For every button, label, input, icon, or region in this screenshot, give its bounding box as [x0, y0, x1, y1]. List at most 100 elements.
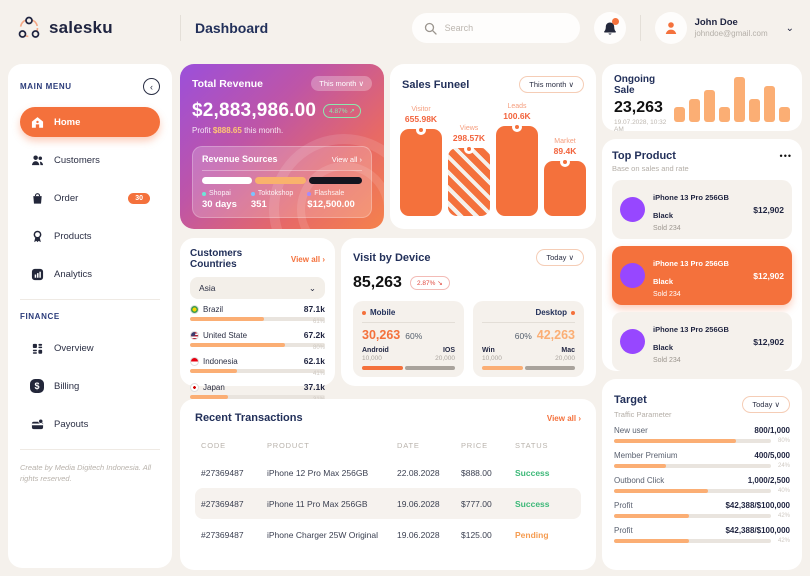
- sidebar-item-label: Products: [54, 230, 92, 242]
- sidebar-item-analytics[interactable]: Analytics: [20, 259, 160, 289]
- customers-icon: [30, 154, 44, 167]
- sidebar-collapse-button[interactable]: ‹: [143, 78, 160, 95]
- progress-track: [614, 489, 771, 493]
- mobile-split-bar: [362, 366, 455, 370]
- sales-funnel-title: Sales Funeel: [402, 78, 470, 91]
- customers-countries-card: Customers Countries View all › Asia ⌄ Br…: [180, 238, 335, 403]
- revenue-sources-view-all-link[interactable]: View all ›: [331, 154, 362, 164]
- chevron-down-icon: ∨: [568, 80, 575, 89]
- search-input[interactable]: [444, 23, 555, 33]
- region-dropdown[interactable]: Asia ⌄: [190, 277, 325, 299]
- sidebar-item-label: Order: [54, 192, 79, 204]
- country-row-united-state: United State 67.2k 80%: [190, 330, 325, 351]
- total-revenue-card: Total Revenue This month ∨ $2,883,986.00…: [180, 64, 384, 229]
- logo-text: salesku: [49, 18, 113, 37]
- status-badge: Success: [515, 498, 550, 509]
- device-change-badge: 2.87% ↘: [409, 276, 450, 290]
- target-card: Target Traffic Parameter Today ∨ New use…: [602, 379, 802, 570]
- table-row[interactable]: #27369487 iPhone 12 Pro Max 256GB 22.08.…: [195, 457, 581, 488]
- sidebar-item-order[interactable]: Order 30: [20, 183, 160, 213]
- country-percent: 41%: [312, 371, 325, 377]
- visit-by-device-title: Visit by Device: [353, 251, 431, 264]
- total-revenue-amount: $2,883,986.00: [192, 100, 317, 121]
- progress-fill: [190, 369, 238, 373]
- table-row[interactable]: #27369487 iPhone 11 Pro Max 256GB 19.06.…: [195, 488, 581, 519]
- sidebar-item-overview[interactable]: Overview: [20, 333, 160, 363]
- finance-label: FINANCE: [20, 312, 60, 321]
- progress-fill: [614, 514, 690, 518]
- sidebar-item-products[interactable]: Products: [20, 221, 160, 251]
- logo[interactable]: salesku: [16, 15, 166, 41]
- ongoing-sale-card: Ongoing Sale 23,263 19.07.2028, 10:32 AM: [602, 64, 802, 133]
- us-flag-icon: [190, 330, 199, 340]
- top-product-card: Top Product ••• Base on sales and rate i…: [602, 139, 802, 437]
- legend-dot: [202, 191, 206, 196]
- search-bar[interactable]: [411, 13, 580, 43]
- chevron-down-icon: ⌄: [308, 282, 316, 293]
- progress-fill: [614, 489, 709, 493]
- transactions-view-all-link[interactable]: View all ›: [546, 413, 581, 423]
- product-list-item-selected[interactable]: iPhone 13 Pro 256GB Black Sold 234 $12,90…: [612, 246, 792, 305]
- user-name: John Doe: [694, 17, 738, 29]
- user-icon: [665, 22, 676, 34]
- country-percent: 61%: [312, 319, 325, 325]
- funnel-period-dropdown[interactable]: This month ∨: [519, 76, 584, 93]
- table-row[interactable]: #27369487 iPhone Charger 25W Original 19…: [195, 519, 581, 550]
- bell-icon: [603, 22, 616, 35]
- product-avatar: [620, 329, 645, 354]
- revenue-change-badge: 4.87% ↗: [323, 104, 361, 118]
- progress-track: [614, 439, 771, 443]
- topbar-divider: [639, 15, 641, 41]
- countries-view-all-link[interactable]: View all ›: [290, 254, 325, 264]
- sidebar-item-customers[interactable]: Customers: [20, 145, 160, 175]
- desktop-stats-panel: Desktop 60% 42,263 Win 10,000 Mac 20,000: [473, 301, 584, 377]
- target-period-dropdown[interactable]: Today ∨: [742, 396, 790, 413]
- bar-pin-icon: [464, 144, 474, 154]
- user-menu[interactable]: John Doe johndoe@gmail.com ⌄: [654, 12, 794, 44]
- funnel-bar-visitor: Visitor 655.98K: [400, 106, 442, 216]
- progress-fill: [190, 317, 265, 321]
- country-percent: 80%: [312, 345, 325, 351]
- bar: [448, 144, 490, 216]
- progress-fill: [190, 343, 285, 347]
- sales-funnel-card: Sales Funeel This month ∨ Visitor 655.98…: [390, 64, 596, 229]
- legend-item: Shopai 30 days: [202, 190, 237, 210]
- overview-grid-icon: [30, 342, 44, 355]
- device-total-visits: 85,263: [353, 274, 402, 291]
- target-row-profit: Profit $42,388/$100,000 42%: [614, 501, 790, 519]
- brazil-flag-icon: [190, 304, 199, 314]
- desktop-visits: 42,263: [536, 328, 575, 342]
- divider: [482, 322, 575, 323]
- status-badge: Success: [515, 467, 550, 478]
- sidebar-item-label: Customers: [54, 154, 100, 166]
- page-title: Dashboard: [195, 20, 269, 36]
- sidebar-item-home[interactable]: Home: [20, 107, 160, 137]
- chevron-down-icon: ∨: [774, 400, 781, 409]
- customers-countries-title: Customers Countries: [190, 248, 243, 270]
- sidebar-item-payouts[interactable]: Payouts: [20, 409, 160, 439]
- device-period-dropdown[interactable]: Today ∨: [536, 249, 584, 266]
- target-subtitle: Traffic Parameter: [614, 410, 672, 419]
- notification-button[interactable]: [593, 12, 626, 44]
- ongoing-sale-title: Ongoing Sale: [614, 74, 656, 96]
- legend-item: Toktokshop 351: [250, 190, 294, 210]
- more-options-icon[interactable]: •••: [779, 151, 792, 161]
- progress-fill: [190, 395, 228, 399]
- sidebar-item-label: Home: [54, 116, 81, 128]
- sidebar-item-billing[interactable]: $ Billing: [20, 371, 160, 401]
- progress-fill: [614, 464, 666, 468]
- funnel-bar-views: Views 298.57K: [448, 125, 490, 216]
- divider: [202, 170, 362, 171]
- product-avatar: [620, 263, 645, 288]
- user-email: johndoe@gmail.com: [694, 28, 768, 38]
- revenue-period-dropdown[interactable]: This month ∨: [311, 76, 372, 91]
- main-menu-label: MAIN MENU: [20, 82, 72, 91]
- payouts-card-icon: [30, 418, 44, 431]
- notification-dot: [611, 18, 619, 25]
- target-row-outbond-click: Outbond Click 1,000/2,500 40%: [614, 476, 790, 494]
- home-icon: [30, 116, 44, 129]
- chevron-down-icon: ∨: [568, 253, 575, 262]
